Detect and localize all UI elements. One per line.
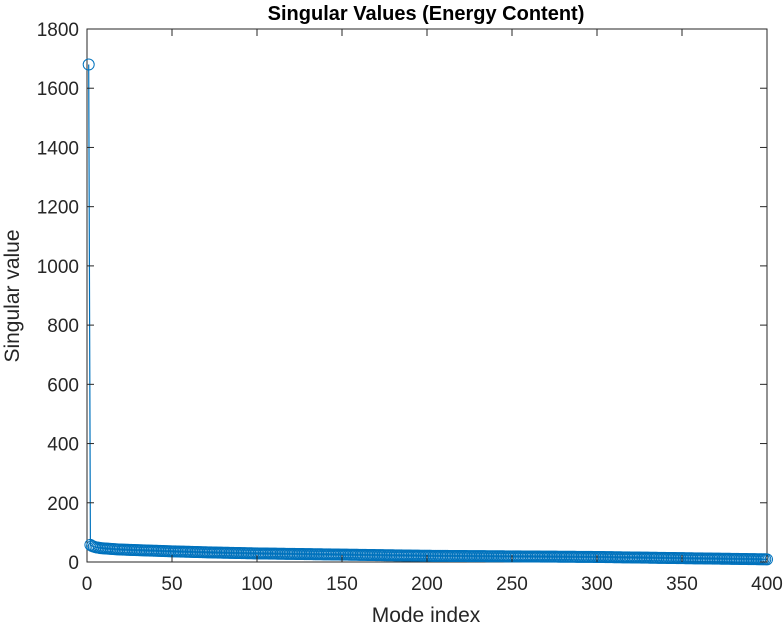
- y-tick-label: 200: [47, 494, 79, 515]
- x-tick-label: 400: [751, 574, 783, 595]
- y-tick-label: 800: [47, 316, 79, 337]
- data-point: [761, 553, 773, 566]
- y-tick-label: 1400: [37, 138, 79, 159]
- axes-frame: [86, 28, 768, 563]
- x-tick-label: 200: [411, 574, 443, 595]
- x-axis-label: Mode index: [372, 604, 481, 626]
- x-tick-label: 50: [161, 574, 182, 595]
- series-layer: [82, 58, 773, 566]
- x-tick-label: 100: [241, 574, 273, 595]
- y-tick-label: 1600: [37, 79, 79, 100]
- y-tick-label: 1200: [37, 198, 79, 219]
- y-axis-label: Singular value: [1, 229, 24, 362]
- x-tick-label: 0: [82, 574, 93, 595]
- data-point: [82, 58, 95, 71]
- y-tick-label: 600: [47, 375, 79, 396]
- x-tick-label: 150: [326, 574, 358, 595]
- y-tick-label: 1800: [37, 20, 79, 41]
- x-tick-label: 250: [496, 574, 528, 595]
- x-tick-label: 350: [666, 574, 698, 595]
- chart-title: Singular Values (Energy Content): [268, 3, 585, 25]
- y-tick-label: 0: [68, 553, 79, 574]
- y-tick-label: 400: [47, 435, 79, 456]
- ticks-layer: 0 50 100 150 200 250 300 350 400 0 200 400 600 800 100…: [37, 20, 783, 595]
- plot-area-box: [86, 28, 768, 563]
- x-tick-label: 300: [581, 574, 613, 595]
- y-tick-label: 1000: [37, 257, 79, 278]
